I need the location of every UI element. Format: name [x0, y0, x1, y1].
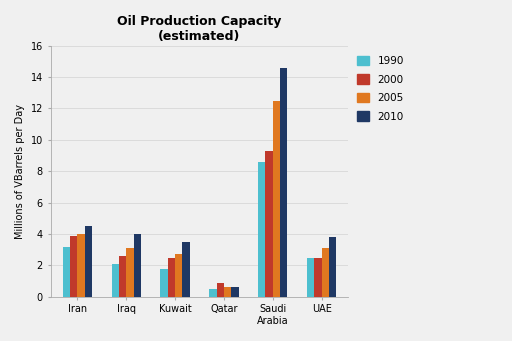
Bar — [119, 256, 126, 297]
Bar — [265, 151, 273, 297]
Bar — [70, 236, 77, 297]
Bar — [273, 101, 280, 297]
Bar — [307, 257, 314, 297]
Bar — [224, 287, 231, 297]
Bar — [231, 287, 239, 297]
Bar — [77, 234, 85, 297]
Bar — [126, 248, 134, 297]
Bar — [258, 162, 265, 297]
Bar — [134, 234, 141, 297]
Bar — [168, 257, 175, 297]
Bar — [209, 289, 217, 297]
Bar — [280, 68, 287, 297]
Legend: 1990, 2000, 2005, 2010: 1990, 2000, 2005, 2010 — [357, 56, 404, 122]
Bar — [63, 247, 70, 297]
Bar — [182, 242, 190, 297]
Title: Oil Production Capacity
(estimated): Oil Production Capacity (estimated) — [117, 15, 282, 43]
Bar — [112, 264, 119, 297]
Bar — [85, 226, 92, 297]
Bar — [322, 248, 329, 297]
Bar — [160, 268, 168, 297]
Bar — [329, 237, 336, 297]
Bar — [175, 254, 182, 297]
Bar — [314, 257, 322, 297]
Bar — [217, 283, 224, 297]
Y-axis label: Millions of VBarrels per Day: Millions of VBarrels per Day — [15, 104, 25, 239]
